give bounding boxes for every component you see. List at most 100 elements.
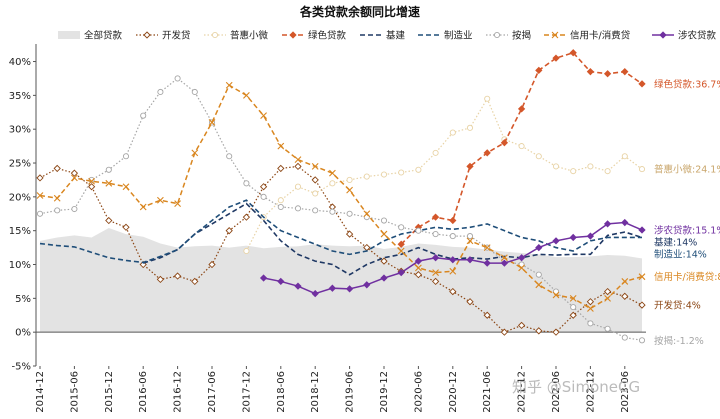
legend-label: 全部贷款 xyxy=(84,30,123,42)
data-point xyxy=(466,162,474,171)
data-point xyxy=(71,174,78,182)
data-point xyxy=(518,261,525,268)
y-tick-label: 30% xyxy=(9,125,31,136)
area-layer xyxy=(40,227,642,333)
data-point xyxy=(105,216,113,225)
x-tick-label: 2015-06 xyxy=(69,371,80,413)
data-point xyxy=(294,183,302,190)
series-按揭 xyxy=(36,75,646,344)
data-point xyxy=(449,216,457,225)
data-point xyxy=(122,153,130,160)
data-point xyxy=(87,183,96,191)
y-tick-label: 25% xyxy=(9,159,31,170)
data-point xyxy=(277,164,285,173)
data-point xyxy=(277,142,285,150)
data-point xyxy=(483,259,491,267)
data-point xyxy=(363,281,371,289)
data-point xyxy=(397,247,405,255)
data-point xyxy=(517,254,526,262)
data-point xyxy=(552,328,560,336)
data-point xyxy=(259,183,268,191)
y-tick-label: -5% xyxy=(12,362,31,373)
x-tick-label: 2022-12 xyxy=(585,371,596,413)
data-point xyxy=(54,207,61,214)
x-tick-label: 2019-12 xyxy=(379,371,390,413)
legend-label: 普惠小微 xyxy=(230,30,269,42)
legend-label: 按揭 xyxy=(512,30,531,42)
data-point xyxy=(53,164,61,173)
data-point xyxy=(346,186,353,194)
x-tick-label: 2014-12 xyxy=(35,371,46,413)
series-line xyxy=(39,199,642,264)
data-point xyxy=(243,247,250,255)
data-point xyxy=(328,284,337,292)
data-point xyxy=(398,224,405,231)
data-point xyxy=(36,192,44,199)
data-point xyxy=(535,281,543,289)
data-point xyxy=(621,153,628,160)
legend-marker xyxy=(659,31,667,39)
data-point xyxy=(569,49,577,57)
chart-title: 各类贷款余额同比增速 xyxy=(299,4,420,19)
data-point xyxy=(225,227,233,235)
data-point xyxy=(363,173,370,180)
data-point xyxy=(449,233,456,240)
data-point xyxy=(500,259,509,267)
data-point xyxy=(604,294,611,302)
x-tick-label: 2018-06 xyxy=(276,371,287,413)
y-tick-label: 40% xyxy=(9,57,31,68)
legend-item: 基建 xyxy=(360,30,406,42)
series-绿色贷款 xyxy=(397,49,646,248)
data-point xyxy=(311,176,319,184)
data-point xyxy=(621,218,629,227)
end-label: 涉农贷款:15.1% xyxy=(654,225,720,237)
data-point xyxy=(587,163,594,170)
data-point xyxy=(517,321,526,330)
series-line xyxy=(400,51,643,245)
x-tick-label: 2021-12 xyxy=(517,371,528,413)
legend-marker xyxy=(551,31,559,39)
data-point xyxy=(484,95,491,102)
legend-item: 按揭 xyxy=(486,30,531,42)
legend-label: 信用卡/消费贷 xyxy=(570,30,630,42)
data-point xyxy=(242,213,251,221)
end-label: 开发贷:4% xyxy=(654,300,701,312)
data-point xyxy=(570,304,577,311)
series-信用卡/消费贷 xyxy=(36,81,646,312)
data-point xyxy=(449,287,457,296)
data-point xyxy=(449,256,457,264)
data-point xyxy=(311,163,319,170)
x-tick-label: 2017-06 xyxy=(207,371,218,413)
data-point xyxy=(311,289,319,298)
data-point xyxy=(259,274,268,282)
data-point xyxy=(638,80,646,88)
x-tick-label: 2018-12 xyxy=(310,371,321,413)
data-point xyxy=(621,334,628,341)
data-point xyxy=(500,139,509,147)
data-point xyxy=(431,277,440,286)
data-point xyxy=(535,243,543,252)
end-label: 按揭:-1.2% xyxy=(654,335,704,347)
series-制造业 xyxy=(39,199,642,264)
data-point xyxy=(380,274,388,282)
data-point xyxy=(36,210,44,217)
data-point xyxy=(466,233,474,240)
legend-item: 普惠小微 xyxy=(204,30,269,42)
legend-marker xyxy=(211,31,219,39)
data-point xyxy=(191,88,198,96)
data-point xyxy=(174,75,181,82)
data-point xyxy=(586,232,595,240)
legend-label: 基建 xyxy=(386,30,406,42)
x-tick-label: 2019-06 xyxy=(345,371,356,413)
data-point xyxy=(431,213,440,221)
data-point xyxy=(483,244,491,251)
data-point xyxy=(415,264,422,272)
data-point xyxy=(535,271,542,278)
data-point xyxy=(415,166,422,173)
series-基建 xyxy=(142,202,643,276)
data-point xyxy=(569,311,577,319)
y-tick-label: 35% xyxy=(9,91,31,102)
data-point xyxy=(603,220,612,228)
data-point xyxy=(380,230,388,238)
data-point xyxy=(432,231,439,238)
